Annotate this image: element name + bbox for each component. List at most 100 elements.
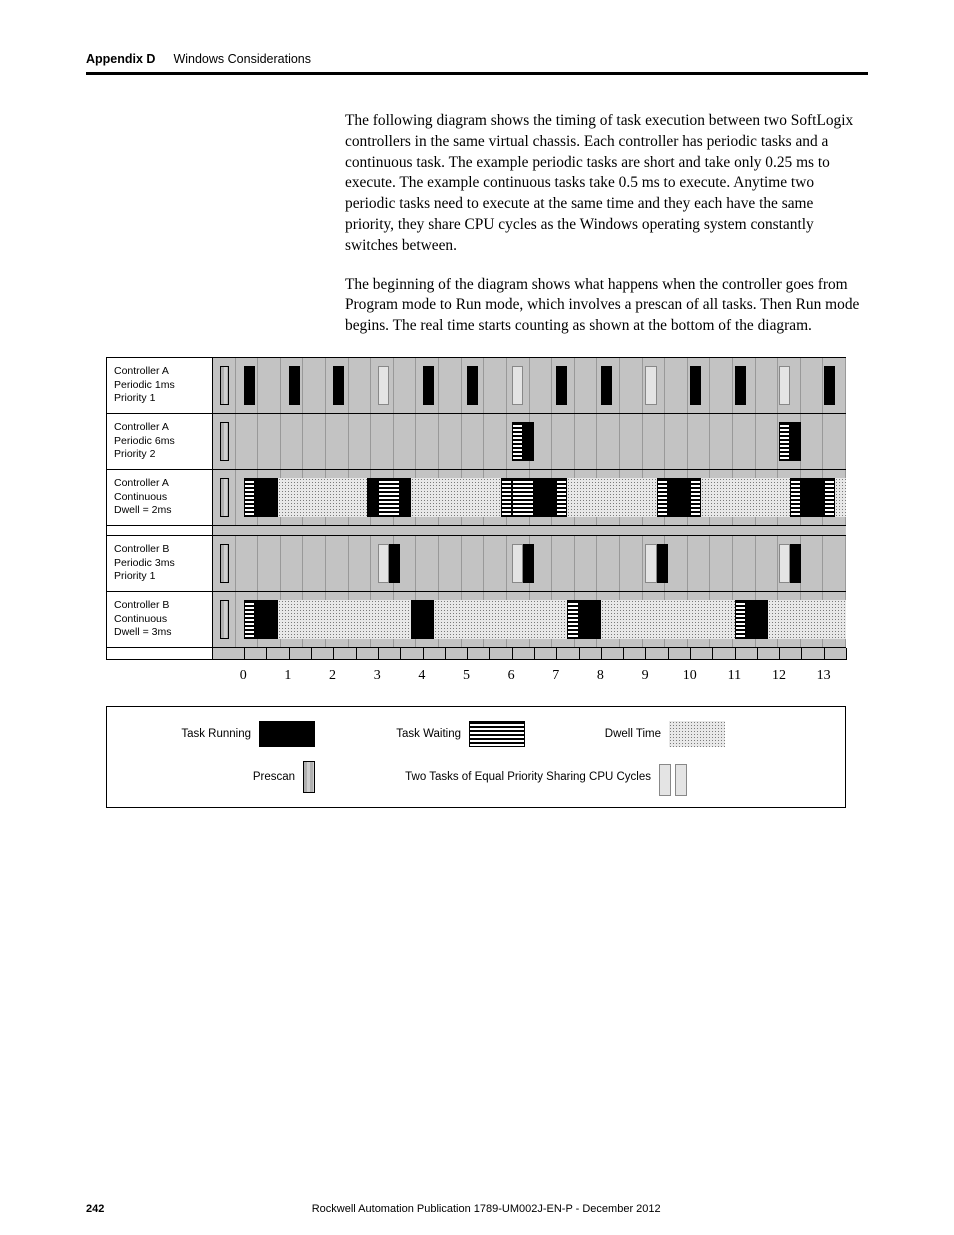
- tick: [423, 648, 424, 660]
- task-bar-black: [601, 366, 612, 405]
- chart-row: Controller BContinuousDwell = 3ms: [107, 592, 846, 648]
- page-footer: 242 Rockwell Automation Publication 1789…: [86, 1203, 868, 1215]
- task-bar-black: [400, 478, 411, 517]
- task-bar-stripes: [567, 600, 578, 639]
- para-2: The beginning of the diagram shows what …: [345, 275, 861, 337]
- publication: Rockwell Automation Publication 1789-UM0…: [104, 1203, 868, 1215]
- task-bar-prescan: [220, 366, 230, 405]
- task-bar-stripes: [779, 422, 790, 461]
- header-appendix: Appendix D: [86, 52, 155, 66]
- task-bar-stripes: [244, 600, 255, 639]
- task-bar-share: [645, 366, 656, 405]
- chart-row: Controller APeriodic 1msPriority 1: [107, 358, 846, 414]
- task-bar-stripes: [512, 422, 523, 461]
- task-bar-stripes: [790, 478, 801, 517]
- task-bar-stripes: [556, 478, 567, 517]
- task-bar-black: [389, 544, 400, 583]
- tick: [824, 648, 825, 660]
- task-bar-share: [378, 544, 389, 583]
- tick: [244, 648, 245, 660]
- tick: [556, 648, 557, 660]
- axis-label: 12: [772, 668, 786, 684]
- axis-label: 7: [552, 668, 559, 684]
- task-bar-black: [690, 366, 701, 405]
- task-bar-dots: [768, 600, 846, 639]
- axis-label: 9: [642, 668, 649, 684]
- task-bar-dots: [278, 600, 412, 639]
- task-bar-black: [244, 366, 255, 405]
- task-bar-black: [411, 600, 433, 639]
- task-bar-black: [668, 478, 690, 517]
- tick: [623, 648, 624, 660]
- axis-label: 3: [374, 668, 381, 684]
- task-bar-black: [333, 366, 344, 405]
- task-bar-stripes: [690, 478, 701, 517]
- row-track: [213, 358, 846, 413]
- tick: [534, 648, 535, 660]
- task-bar-black: [523, 544, 534, 583]
- chart-row: Controller APeriodic 6msPriority 2: [107, 414, 846, 470]
- legend-running-label: Task Running: [181, 728, 251, 740]
- tick: [400, 648, 401, 660]
- legend-sharing-swatch: [659, 764, 687, 790]
- tick: [846, 648, 847, 660]
- task-bar-black: [423, 366, 434, 405]
- task-bar-black: [534, 478, 556, 517]
- tick: [289, 648, 290, 660]
- task-bar-black: [579, 600, 601, 639]
- chart-row: Controller AContinuousDwell = 2ms: [107, 470, 846, 526]
- row-track: [213, 536, 846, 591]
- tick: [779, 648, 780, 660]
- task-bar-black: [367, 478, 378, 517]
- task-bar-share: [779, 366, 790, 405]
- row-label: Controller BPeriodic 3msPriority 1: [107, 536, 213, 591]
- page-header: Appendix D Windows Considerations: [86, 52, 868, 66]
- task-bar-black: [746, 600, 768, 639]
- axis-label: 13: [817, 668, 831, 684]
- task-bar-stripes: [378, 478, 400, 517]
- task-bar-black: [255, 478, 277, 517]
- tick: [579, 648, 580, 660]
- tick: [757, 648, 758, 660]
- task-bar-dots: [701, 478, 790, 517]
- task-bar-stripes: [512, 478, 534, 517]
- row-label: Controller APeriodic 1msPriority 1: [107, 358, 213, 413]
- time-axis: 012345678910111213: [106, 668, 846, 688]
- axis-label: 0: [240, 668, 247, 684]
- legend-sharing-label: Two Tasks of Equal Priority Sharing CPU …: [405, 770, 651, 784]
- task-bar-stripes: [824, 478, 835, 517]
- task-bar-prescan: [220, 478, 230, 517]
- axis-label: 6: [508, 668, 515, 684]
- para-1: The following diagram shows the timing o…: [345, 111, 861, 257]
- task-bar-dots: [278, 478, 367, 517]
- task-bar-share: [779, 544, 790, 583]
- task-bar-stripes: [244, 478, 255, 517]
- row-track: [213, 470, 846, 525]
- tick: [801, 648, 802, 660]
- task-bar-black: [556, 366, 567, 405]
- tick: [467, 648, 468, 660]
- task-bar-black: [790, 422, 801, 461]
- task-bar-dots: [601, 600, 735, 639]
- task-bar-dots: [835, 478, 846, 517]
- task-bar-stripes: [501, 478, 512, 517]
- tick: [712, 648, 713, 660]
- axis-label: 10: [683, 668, 697, 684]
- tick: [735, 648, 736, 660]
- axis-label: 2: [329, 668, 336, 684]
- tick: [489, 648, 490, 660]
- row-label: Controller BContinuousDwell = 3ms: [107, 592, 213, 647]
- tick: [266, 648, 267, 660]
- tick: [333, 648, 334, 660]
- task-bar-dots: [567, 478, 656, 517]
- legend-waiting-label: Task Waiting: [396, 728, 461, 740]
- task-bar-share: [512, 366, 523, 405]
- axis-label: 5: [463, 668, 470, 684]
- task-bar-share: [512, 544, 523, 583]
- tick: [311, 648, 312, 660]
- tick: [512, 648, 513, 660]
- row-track: [213, 592, 846, 647]
- task-bar-black: [289, 366, 300, 405]
- row-track: [213, 414, 846, 469]
- tick: [645, 648, 646, 660]
